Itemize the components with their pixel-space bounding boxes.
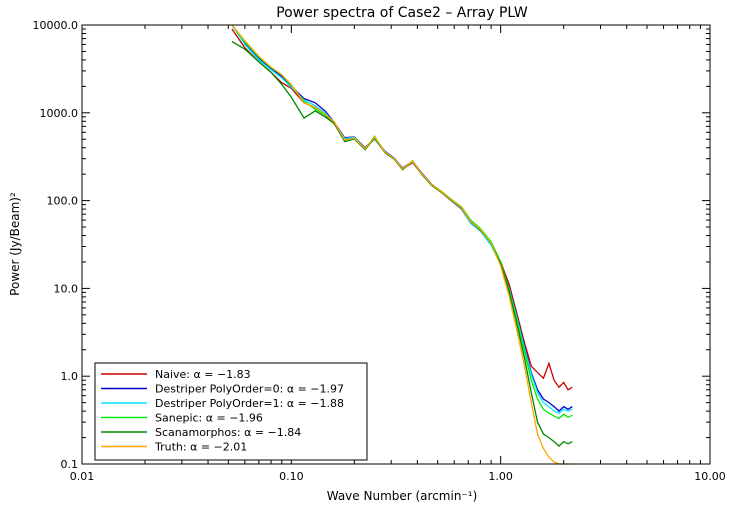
- legend-label: Truth: α = −2.01: [154, 441, 247, 454]
- y-tick-label: 10000.0: [33, 19, 79, 32]
- chart-title: Power spectra of Case2 – Array PLW: [276, 5, 528, 21]
- tick-layer: 0.01 0.10 1.00 10.00 0.1 1.0 10.0 100.0 1000.0 10…: [33, 19, 726, 483]
- legend-label: Sanepic: α = −1.96: [155, 412, 263, 425]
- x-tick-label: 10.00: [694, 470, 726, 483]
- plot-frame: [81, 24, 711, 465]
- x-tick-label: 1.00: [488, 470, 513, 483]
- legend-label: Destriper PolyOrder=1: α = −1.88: [155, 397, 344, 410]
- legend-label: Destriper PolyOrder=0: α = −1.97: [155, 383, 344, 396]
- y-tick-label: 1.0: [61, 370, 79, 383]
- y-tick-label: 1000.0: [40, 107, 79, 120]
- x-tick-label: 0.01: [70, 470, 95, 483]
- x-tick-label: 0.10: [279, 470, 304, 483]
- legend-label: Naive: α = −1.83: [155, 368, 251, 381]
- series-line-5: [231, 40, 573, 447]
- legend: Naive: α = −1.83 Destriper PolyOrder=0: α…: [94, 362, 368, 461]
- y-tick-label: 10.0: [54, 282, 79, 295]
- y-axis-label: Power (Jy/Beam)²: [8, 192, 22, 296]
- y-tick-label: 0.1: [61, 458, 79, 471]
- series-line-6: [231, 24, 573, 465]
- legend-box: [94, 362, 368, 461]
- x-axis-label: Wave Number (arcmin⁻¹): [327, 489, 478, 503]
- legend-label: Scanamorphos: α = −1.84: [155, 426, 301, 439]
- y-tick-label: 100.0: [47, 195, 79, 208]
- series-layer: [231, 24, 573, 465]
